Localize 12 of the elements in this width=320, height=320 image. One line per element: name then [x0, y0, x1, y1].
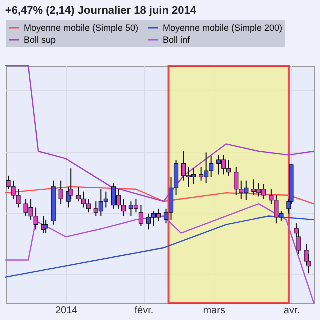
x-tick-label: févr. [134, 306, 154, 316]
legend-label: Moyenne mobile (Simple 50) [24, 23, 139, 33]
legend-label: Boll inf [163, 35, 191, 45]
candlestick [138, 204, 144, 227]
x-tick-label: 2014 [55, 306, 78, 316]
legend-label: Boll sup [24, 35, 56, 45]
chart-title: +6,47% (2,14) Journalier 18 juin 2014 [5, 5, 198, 17]
candlestick [58, 180, 64, 205]
legend-label: Moyenne mobile (Simple 200) [163, 23, 283, 33]
candlestick [44, 219, 48, 234]
x-tick-label: mars [203, 306, 226, 316]
x-tick-label: avr. [284, 306, 300, 316]
